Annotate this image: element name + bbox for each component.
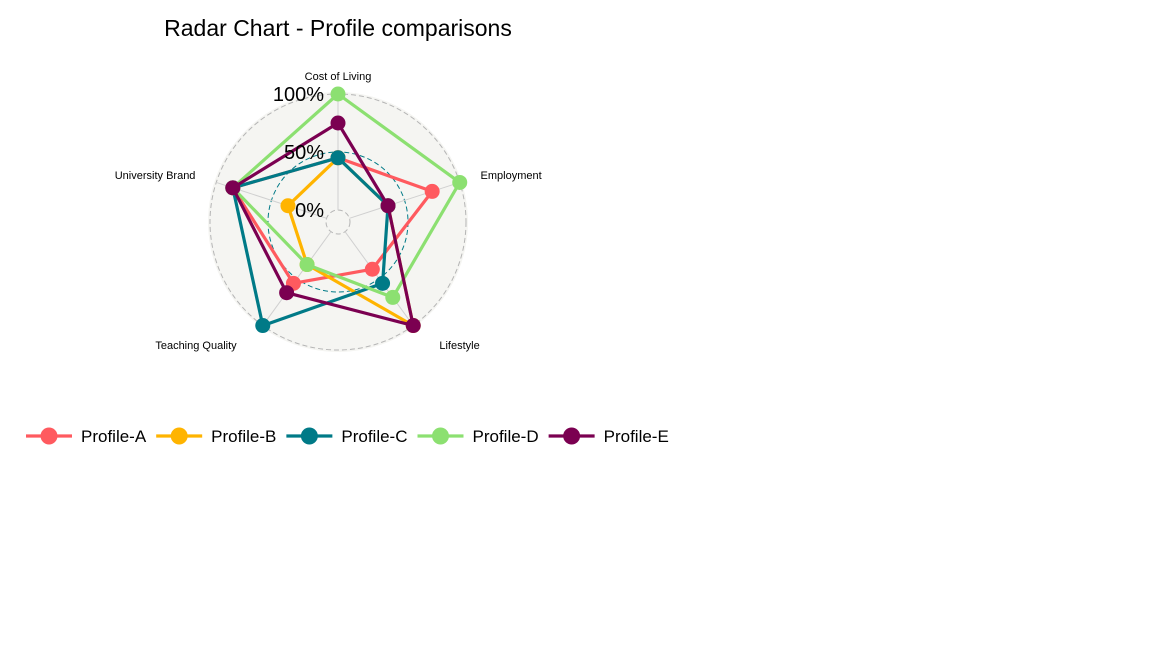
data-point [299,257,315,273]
radar-series [225,86,468,334]
data-point [279,285,295,301]
data-point [330,150,346,166]
legend-key-point [563,427,581,445]
legend-key-point [170,427,188,445]
legend-item: Profile-E [548,427,669,446]
data-point [255,318,271,334]
legend: Profile-A Profile-B Profile-C Profile-D Prof… [26,427,669,446]
legend-item: Profile-C [286,427,407,446]
data-point [330,86,346,102]
data-point [424,183,440,199]
legend-key-point [40,427,58,445]
axis-label: Teaching Quality [155,340,237,352]
axis-label: Employment [481,170,542,182]
data-point [225,180,241,196]
grid-label: 50% [284,142,324,164]
grid-label: 100% [273,84,324,106]
legend-item: Profile-B [156,427,276,446]
legend-label: Profile-B [211,427,276,446]
series-line [231,156,390,328]
data-point [330,115,346,131]
axis-label: University Brand [115,170,196,182]
axis-label: Cost of Living [305,71,372,83]
data-point [364,261,380,277]
legend-key-point [300,427,318,445]
grid-label: 0% [295,200,324,222]
data-point [280,198,296,214]
legend-label: Profile-A [81,427,147,446]
series-profile-e [225,115,421,334]
data-point [380,198,396,214]
legend-item: Profile-D [417,427,539,446]
axis-label: Lifestyle [439,340,479,352]
series-line [231,121,415,328]
legend-key-point [431,427,449,445]
data-point [375,275,391,291]
data-point [405,318,421,334]
legend-label: Profile-C [341,427,407,446]
legend-label: Profile-D [472,427,538,446]
data-point [452,174,468,190]
radar-background [208,92,468,352]
chart-title: Radar Chart - Profile comparisons [164,15,512,41]
legend-item: Profile-A [26,427,147,446]
series-line [231,92,462,299]
axis-labels: Cost of Living Employment Lifestyle Teachin… [115,71,542,352]
legend-label: Profile-E [604,427,669,446]
axis-spoke [349,181,460,219]
data-point [385,289,401,305]
grid-labels: 0% 50% 100% [273,84,324,222]
radar-grid [208,92,468,352]
